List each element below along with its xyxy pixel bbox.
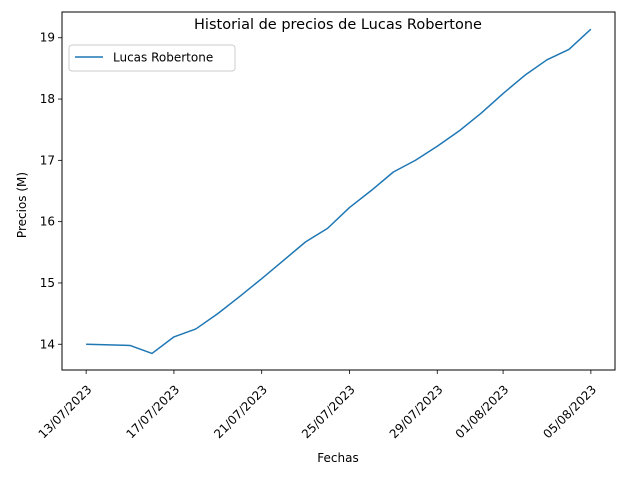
chart-title: Historial de precios de Lucas Robertone <box>194 17 482 33</box>
legend: Lucas Robertone <box>68 44 236 72</box>
x-tick-label: 05/08/2023 <box>540 382 599 441</box>
legend-box <box>68 44 236 72</box>
x-tick-label: 21/07/2023 <box>211 382 270 441</box>
y-tick-label: 17 <box>40 153 55 167</box>
y-tick-label: 19 <box>40 31 55 45</box>
y-tick-label: 18 <box>40 92 55 106</box>
x-tick-label: 29/07/2023 <box>387 382 446 441</box>
x-tick-label: 13/07/2023 <box>36 382 95 441</box>
x-tick-label: 17/07/2023 <box>123 382 182 441</box>
x-tick-label: 25/07/2023 <box>299 382 358 441</box>
y-tick-label: 15 <box>40 276 55 290</box>
plot-frame <box>61 11 616 371</box>
x-axis: 13/07/2023 17/07/2023 21/07/2023 25/07/2023… <box>36 370 599 441</box>
legend-label-lucas-robertone: Lucas Robertone <box>113 51 213 65</box>
series-layer <box>86 28 592 355</box>
series-line-lucas-robertone <box>86 28 592 355</box>
x-axis-label: Fechas <box>317 451 358 465</box>
y-axis: 14 15 16 17 18 19 <box>40 31 62 351</box>
x-tick-label: 01/08/2023 <box>453 382 512 441</box>
y-tick-label: 14 <box>40 337 55 351</box>
y-axis-label: Precios (M) <box>15 172 29 238</box>
y-tick-label: 16 <box>40 215 55 229</box>
plot-area: 13/07/2023 17/07/2023 21/07/2023 25/07/2023… <box>36 11 616 441</box>
